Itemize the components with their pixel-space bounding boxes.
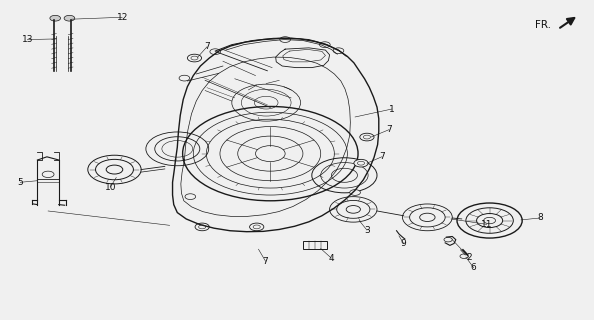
Text: 1: 1 [389, 105, 394, 114]
Text: 7: 7 [263, 257, 268, 266]
Circle shape [50, 15, 61, 21]
Text: 2: 2 [466, 253, 472, 262]
FancyArrowPatch shape [560, 18, 574, 28]
Circle shape [354, 159, 368, 167]
Text: 8: 8 [537, 213, 543, 222]
Text: 5: 5 [17, 178, 23, 187]
Text: 7: 7 [379, 152, 385, 161]
Text: 12: 12 [116, 13, 128, 22]
Text: 11: 11 [481, 220, 492, 229]
Circle shape [210, 49, 220, 54]
Text: 6: 6 [470, 263, 476, 272]
Text: 13: 13 [21, 35, 33, 44]
Circle shape [195, 223, 209, 231]
Text: 9: 9 [401, 239, 406, 248]
Circle shape [249, 223, 264, 231]
Circle shape [187, 54, 201, 62]
Text: 4: 4 [328, 254, 334, 263]
Text: 3: 3 [364, 226, 370, 235]
Text: 10: 10 [105, 183, 116, 192]
Circle shape [280, 37, 290, 43]
Circle shape [320, 42, 330, 48]
FancyBboxPatch shape [303, 241, 327, 249]
Circle shape [360, 133, 374, 141]
Circle shape [333, 48, 344, 53]
Text: 7: 7 [204, 42, 210, 52]
Circle shape [350, 190, 361, 196]
Circle shape [179, 75, 189, 81]
Text: 7: 7 [386, 125, 391, 134]
Text: FR.: FR. [535, 20, 551, 29]
Circle shape [64, 15, 75, 21]
Circle shape [185, 194, 195, 199]
